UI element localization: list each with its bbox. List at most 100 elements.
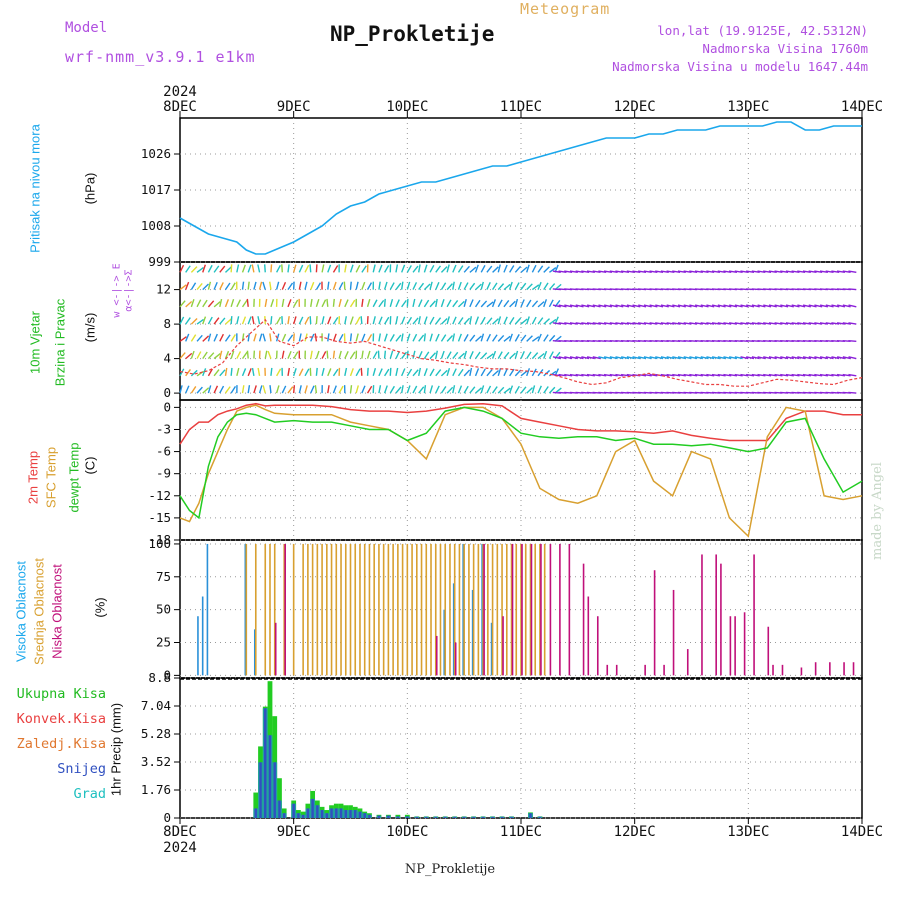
wind-barb bbox=[514, 334, 520, 342]
wind-barb bbox=[236, 299, 241, 308]
date-label-top: 8DEC bbox=[163, 99, 197, 115]
wind-barb bbox=[785, 304, 794, 308]
wind-barb bbox=[440, 334, 447, 342]
wind-barb bbox=[475, 283, 482, 291]
wind-barb bbox=[251, 316, 255, 325]
wind-barb bbox=[196, 334, 203, 342]
wind-barb bbox=[262, 333, 266, 342]
wind-barb bbox=[592, 356, 601, 360]
wind-barb bbox=[575, 373, 584, 377]
wind-barb bbox=[763, 373, 772, 377]
wind-barb bbox=[236, 316, 240, 325]
wind-barb bbox=[531, 264, 537, 273]
wind-barb bbox=[564, 373, 573, 377]
wind-barb bbox=[418, 299, 423, 308]
wind-barb bbox=[543, 350, 548, 359]
wind-barb bbox=[486, 317, 493, 325]
wind-barb bbox=[520, 318, 528, 325]
wind-barb bbox=[620, 322, 630, 325]
wind-barb bbox=[213, 317, 220, 325]
wind-barb bbox=[225, 318, 232, 325]
wind-barb bbox=[224, 334, 231, 342]
wind-barb bbox=[401, 299, 407, 308]
wind-barb bbox=[575, 304, 584, 308]
wind-barb bbox=[531, 316, 537, 325]
wind-barb bbox=[564, 304, 573, 308]
wind-barb bbox=[842, 373, 851, 377]
wind-barb bbox=[825, 304, 834, 308]
wind-barb bbox=[620, 270, 630, 274]
precip-snow-core bbox=[316, 805, 319, 818]
precip-snow-core bbox=[268, 735, 272, 818]
precip-snow-core bbox=[301, 814, 305, 818]
wind-barb bbox=[480, 333, 485, 342]
wind-barb bbox=[257, 367, 261, 376]
wind-barb bbox=[304, 385, 308, 394]
cloud-mid-bar bbox=[392, 543, 394, 676]
precip-ytick-label: 3.52 bbox=[141, 754, 171, 769]
wind-barb bbox=[372, 351, 378, 359]
wind-barb bbox=[503, 300, 510, 308]
precip-snow-core bbox=[264, 708, 267, 818]
wind-barb bbox=[440, 299, 445, 308]
wind-barb bbox=[213, 281, 218, 290]
wind-barb bbox=[224, 299, 230, 308]
wind-barb bbox=[480, 264, 486, 273]
wind-barb bbox=[683, 373, 692, 377]
wind-barb bbox=[389, 282, 395, 290]
wind-barb bbox=[831, 270, 840, 274]
wind-barb bbox=[179, 316, 185, 325]
pressure-line bbox=[179, 121, 862, 255]
wind-barb bbox=[435, 317, 442, 325]
temp-ytick-label: -6 bbox=[156, 444, 171, 459]
wind-barb bbox=[179, 336, 187, 342]
wind-barb bbox=[592, 270, 601, 274]
cloud-low-bar bbox=[483, 543, 485, 676]
legend-freezing-rain: Zaledj.Kisa bbox=[16, 736, 106, 752]
wind-barb bbox=[202, 264, 206, 273]
wind-barb bbox=[423, 368, 428, 377]
precip-snow-core bbox=[406, 816, 409, 818]
date-label-bottom: 14DEC bbox=[841, 824, 883, 840]
wind-barb bbox=[632, 270, 641, 274]
wind-barb bbox=[207, 300, 215, 308]
wind-barb bbox=[836, 356, 846, 360]
wind-barb bbox=[543, 318, 551, 325]
cloud-low-bar bbox=[734, 616, 736, 676]
wind-barb bbox=[298, 368, 304, 377]
date-label-bottom: 8DEC bbox=[163, 824, 197, 840]
date-label-top: 14DEC bbox=[841, 99, 883, 115]
wind-barb bbox=[581, 356, 590, 360]
wind-barb bbox=[185, 317, 191, 325]
wind-barb bbox=[230, 385, 237, 394]
wind-barb bbox=[429, 352, 437, 360]
wind-barb bbox=[332, 385, 337, 394]
wind-barb bbox=[458, 352, 465, 360]
wind-barb bbox=[660, 304, 669, 308]
wind-barb bbox=[383, 385, 388, 394]
wind-barb bbox=[503, 351, 510, 360]
cloud-mid-bar bbox=[311, 543, 314, 676]
wind-barb bbox=[213, 385, 219, 394]
cloud-mid-bar bbox=[411, 543, 413, 676]
wind-barb bbox=[785, 270, 794, 274]
wind-barb bbox=[355, 316, 361, 325]
precip-snow-core bbox=[462, 816, 466, 818]
cloud-low-bar bbox=[814, 662, 817, 676]
wind-barb bbox=[621, 356, 630, 360]
wind-barb bbox=[423, 385, 427, 394]
wind-barb bbox=[825, 373, 834, 377]
cloud-mid-bar bbox=[463, 543, 465, 676]
wind-barb bbox=[520, 266, 528, 273]
wind-barb bbox=[520, 370, 528, 377]
wind-barb bbox=[230, 367, 233, 376]
wind-barb bbox=[224, 282, 231, 290]
wind-barb bbox=[531, 336, 540, 342]
wind-barb bbox=[581, 304, 590, 308]
wind-barb bbox=[241, 299, 248, 308]
wind-barb bbox=[332, 281, 337, 290]
wind-barb bbox=[179, 385, 183, 394]
wind-barb bbox=[241, 385, 245, 394]
wind-barb bbox=[412, 350, 416, 359]
wind-barb bbox=[751, 322, 760, 325]
